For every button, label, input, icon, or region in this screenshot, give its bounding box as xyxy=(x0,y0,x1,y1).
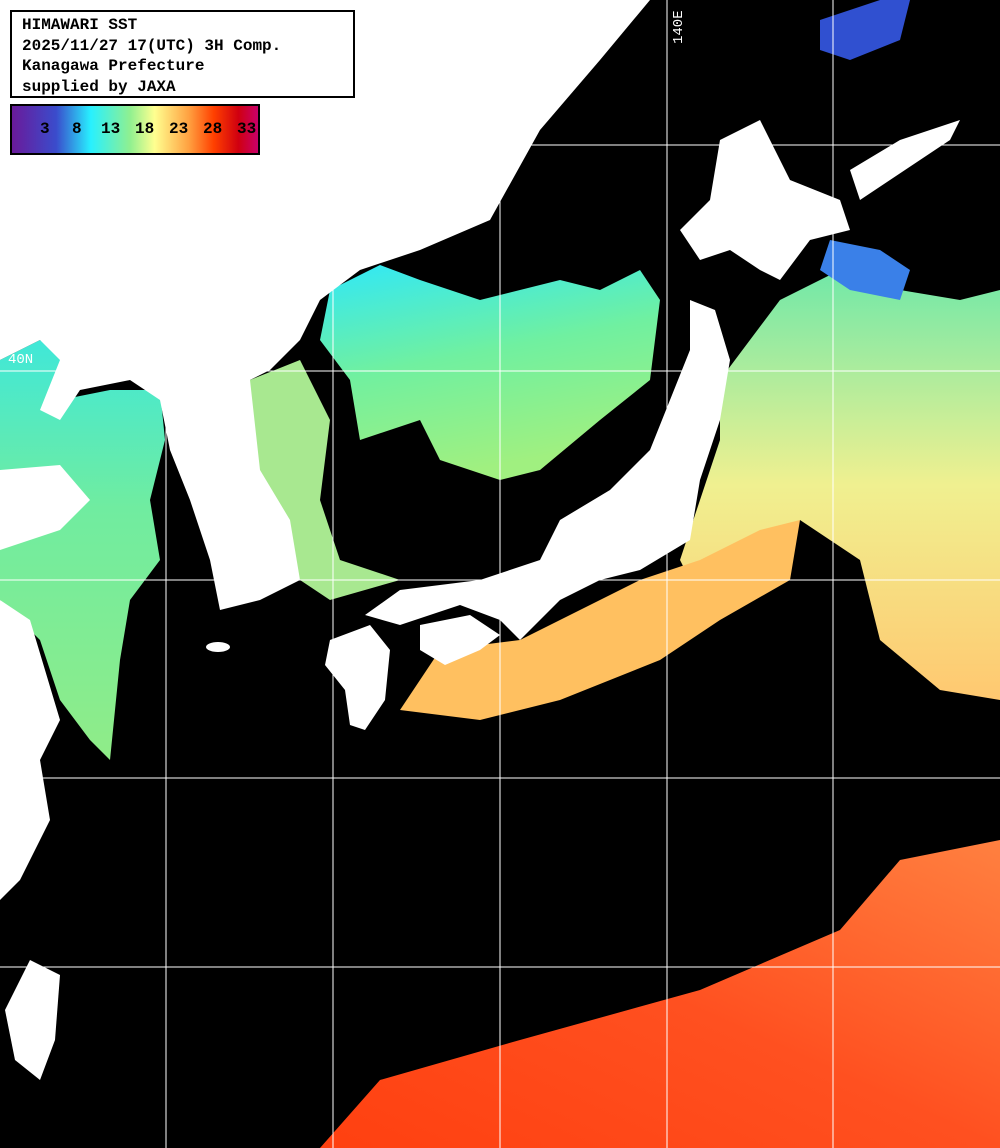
shandong xyxy=(0,465,90,550)
hokkaido-east-sst xyxy=(820,240,910,300)
yellow-sea-sst xyxy=(0,340,165,760)
pacific-north-sst xyxy=(680,270,1000,700)
southern-sea-sst xyxy=(320,840,1000,1148)
china-south-coast xyxy=(0,600,60,900)
datetime-label: 2025/11/27 17(UTC) 3H Comp. xyxy=(22,36,282,55)
region-label: Kanagawa Prefecture xyxy=(22,57,205,75)
scale-tick: 33 xyxy=(237,120,257,138)
scale-tick: 23 xyxy=(169,120,189,138)
okhotsk-sst xyxy=(820,0,910,60)
color-scale-bar: 3 8 13 18 23 28 33 xyxy=(10,104,260,155)
jeju xyxy=(206,642,230,652)
scale-tick: 8 xyxy=(72,120,82,138)
shikoku xyxy=(420,615,500,665)
scale-tick: 3 xyxy=(40,120,50,138)
lat-label-30n: 30N xyxy=(10,760,36,776)
lon-label-140e: 140E xyxy=(671,10,687,44)
scale-tick: 18 xyxy=(135,120,155,138)
honshu xyxy=(365,300,730,640)
taiwan xyxy=(5,960,60,1080)
product-title: HIMAWARI SST xyxy=(22,16,138,34)
scale-tick: 28 xyxy=(203,120,223,138)
kyushu xyxy=(325,625,390,730)
sea-of-japan-sst xyxy=(320,265,660,480)
credit-label: supplied by JAXA xyxy=(22,77,176,96)
info-box: HIMAWARI SST 2025/11/27 17(UTC) 3H Comp.… xyxy=(10,10,355,98)
hokkaido xyxy=(680,120,850,280)
scale-tick: 13 xyxy=(101,120,121,138)
sakhalin-kuril xyxy=(850,120,960,200)
lat-label-40n: 40N xyxy=(8,352,34,368)
